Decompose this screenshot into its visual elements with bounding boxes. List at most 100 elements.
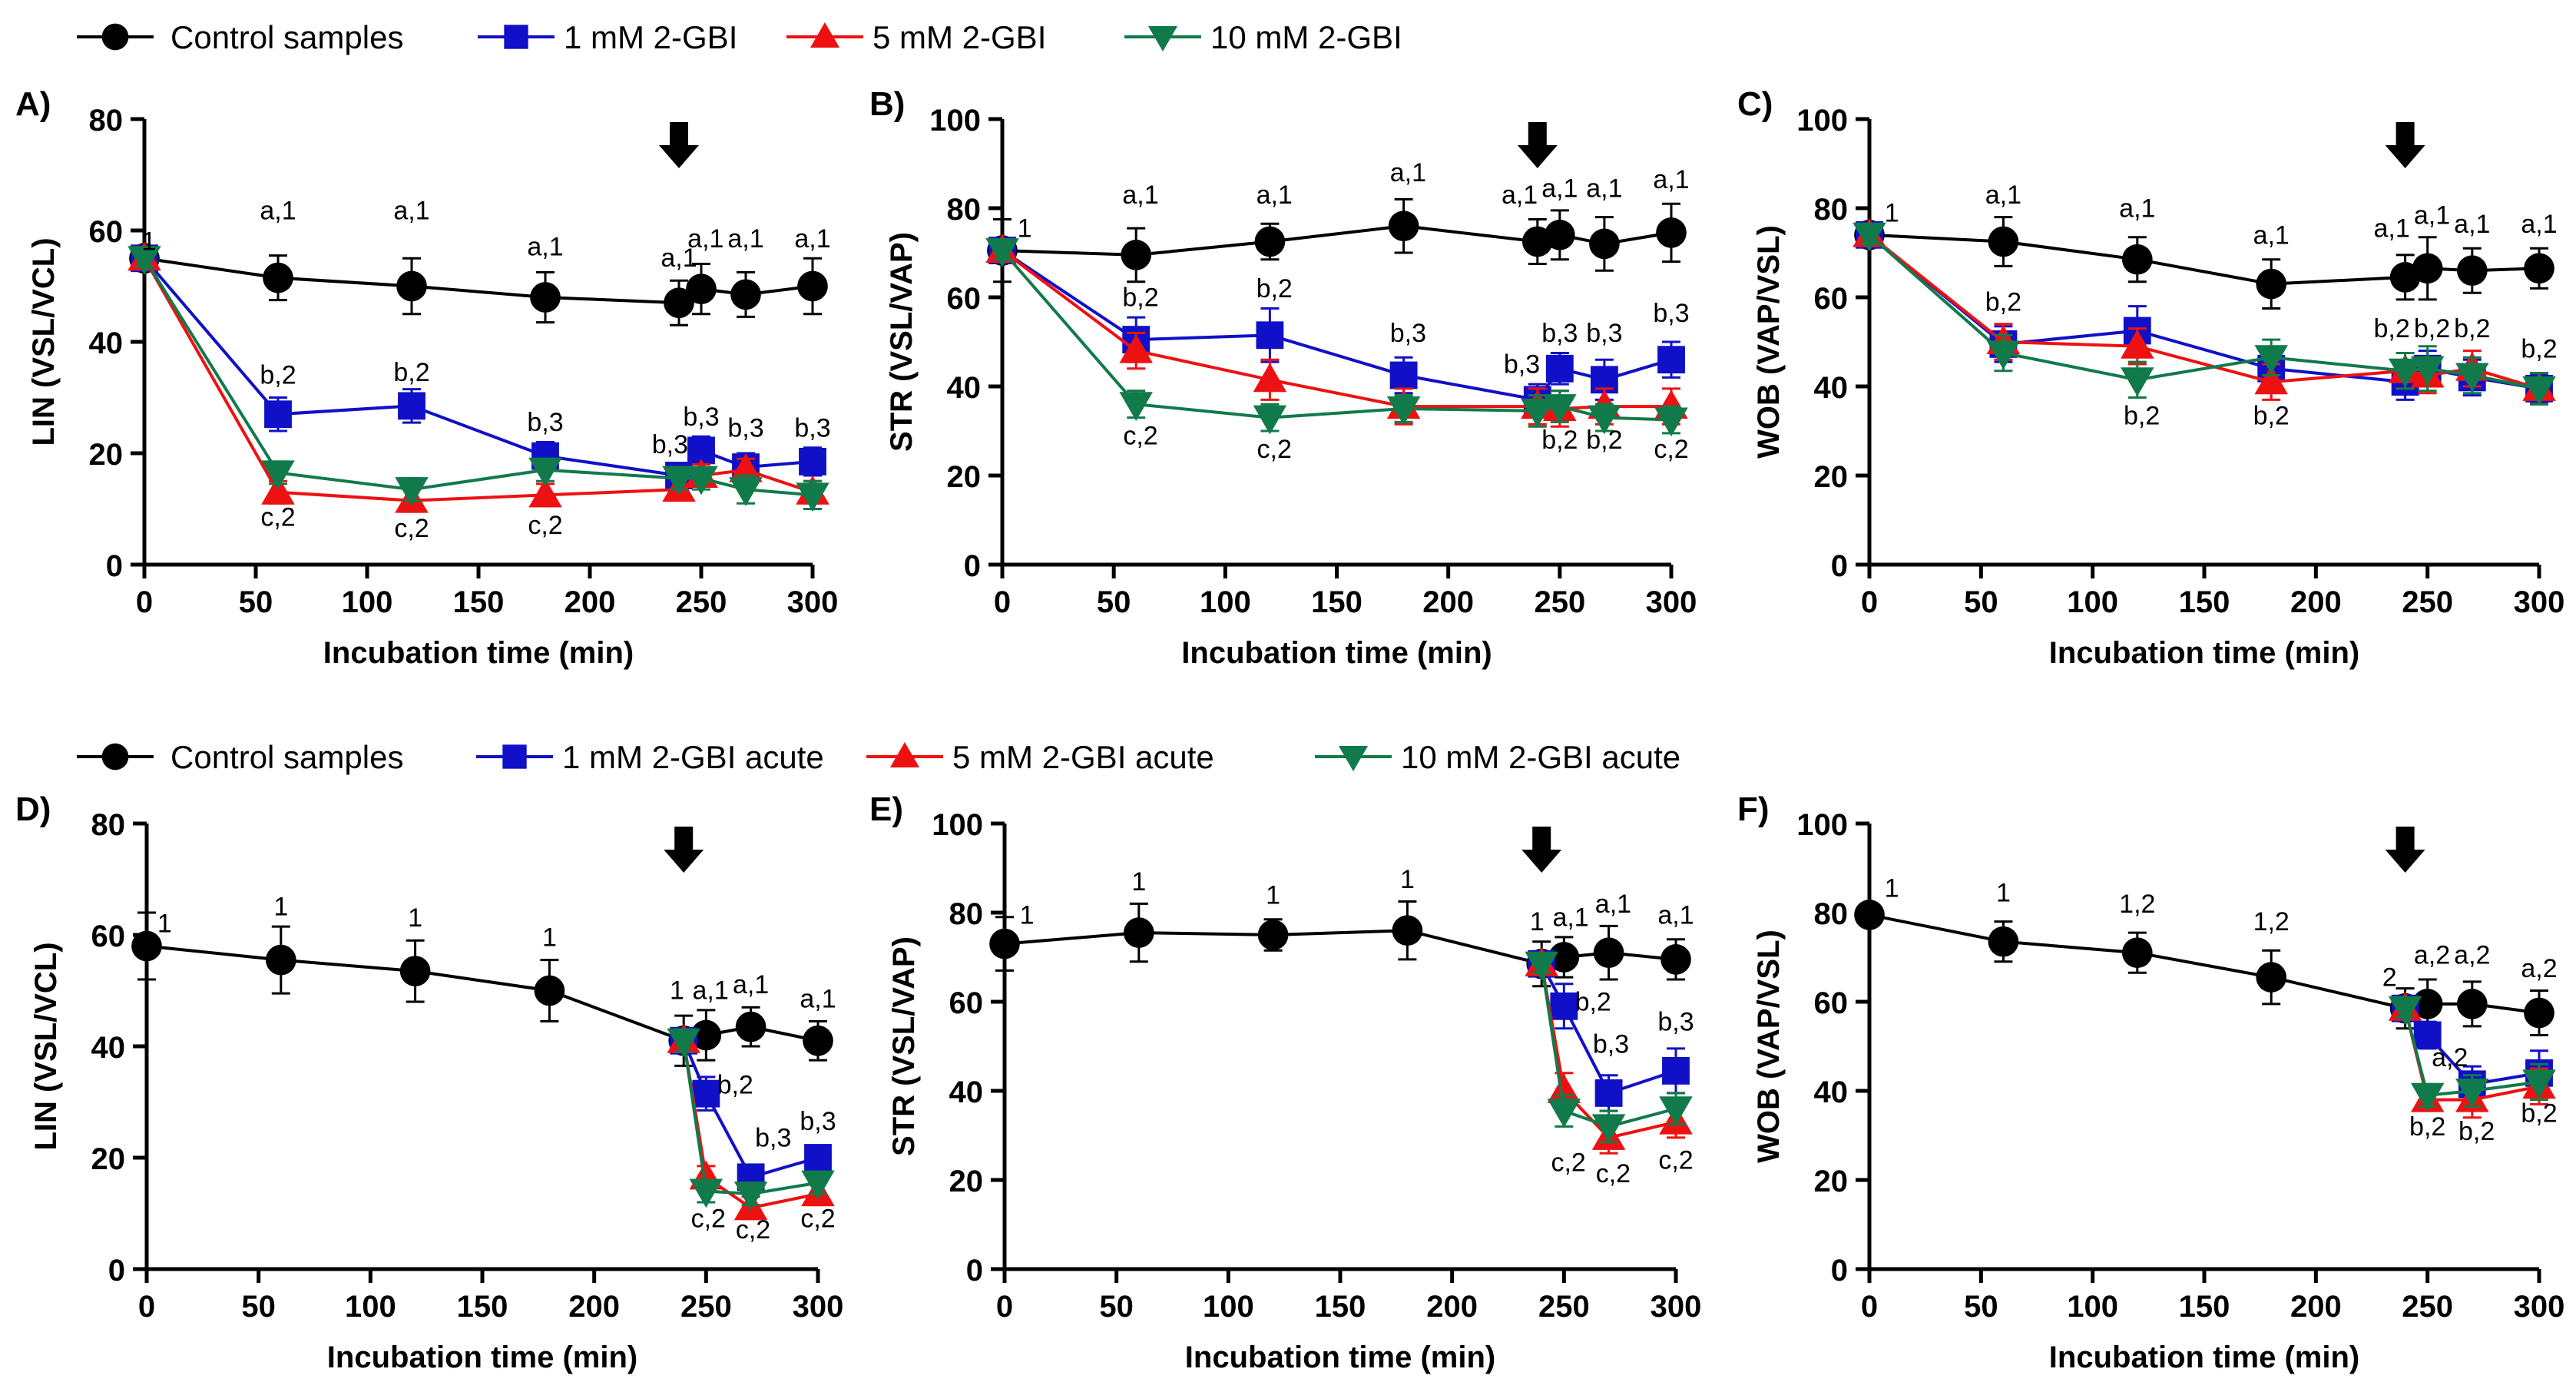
panel-d-arrow-icon (664, 827, 704, 873)
panel-a-y-tick-label: 0 (106, 549, 123, 583)
panel-e-annotation: 1 (1266, 880, 1280, 910)
panel-e-series-10-mm-2-gbi-acute-line (1540, 963, 1677, 1129)
panel-c-series-control-samples-point (2412, 253, 2443, 284)
panel-a-annotation: b,3 (652, 430, 688, 459)
panel-d-annotation: b,2 (717, 1071, 753, 1100)
panel-c-series-control-samples-point (2524, 253, 2554, 284)
panel-c-series-10-mm-2-gbi-point (1986, 340, 2021, 370)
panel-e-annotation: a,1 (1595, 890, 1631, 919)
panel-a-x-tick-label: 300 (787, 585, 839, 619)
panel-d-annotation: b,3 (755, 1124, 791, 1153)
panel-d-series-1-mm-2-gbi-acute-line (682, 1039, 819, 1179)
panel-b-series-5-mm-2-gbi (985, 234, 1688, 428)
panel-b-annotation: a,1 (1257, 181, 1293, 210)
panel-a-y-tick-label: 80 (89, 104, 124, 138)
panel-c-series-10-mm-2-gbi-point (2522, 376, 2556, 406)
panel-d-series-10-mm-2-gbi-acute (667, 1028, 835, 1211)
panel-b-series-10-mm-2-gbi-point (1543, 394, 1577, 423)
panel-d-series-1-mm-2-gbi-acute-point (692, 1079, 720, 1108)
panel-d-x-tick-label: 300 (793, 1290, 844, 1324)
legend-top-entry-5mm (786, 22, 863, 48)
panel-d-x-tick-label: 50 (241, 1290, 276, 1324)
panel-c: C) 0 20 40 60 80 100 0 50 100 150 200 250 300 Incubati… (1737, 85, 2564, 670)
panel-a-series-control-samples-point (664, 287, 694, 319)
legend-top-entry-10mm-marker (1147, 26, 1178, 52)
panel-b-annotation: b,2 (1586, 426, 1622, 455)
panel-c-annotation: b,2 (2124, 401, 2160, 430)
panel-f-y-tick-label: 60 (1814, 986, 1849, 1020)
panel-e-x-tick-label: 100 (1203, 1290, 1254, 1324)
panel-d-y-tick-label: 20 (91, 1142, 126, 1176)
panel-b-annotation: c,2 (1123, 421, 1157, 450)
panel-f-annotation: b,2 (2458, 1117, 2495, 1146)
panel-a-annotation: 1 (141, 227, 156, 256)
panel-e-annotation: c,2 (1551, 1148, 1585, 1177)
panel-c-annotation: a,1 (2521, 210, 2557, 239)
panel-b-annotation: a,1 (1653, 165, 1689, 194)
legend-top-entry-5mm-marker (810, 22, 840, 48)
panel-e-x-tick-label: 50 (1099, 1290, 1134, 1324)
panel-b-annotation: a,1 (1122, 181, 1158, 210)
panel-f-annotation: a,2 (2454, 941, 2490, 970)
panel-f-series-10-mm-2-gbi-acute-line (2403, 1008, 2540, 1097)
panel-a-annotation: b,2 (260, 360, 296, 389)
panel-c-series-control-samples-point (2456, 255, 2488, 287)
legend-bottom-entry-1mm (476, 744, 553, 769)
panel-d-series-10-mm-2-gbi-acute-line (682, 1040, 819, 1196)
panel-a-series-control-samples-point (396, 270, 427, 302)
panel-d: D) 0 20 40 60 80 0 50 100 150 200 250 300 Incubation … (15, 790, 843, 1374)
panel-b-series-control-samples-point (1656, 217, 1687, 248)
panel-e-x-tick-label: 200 (1426, 1290, 1478, 1324)
panel-b-x-tick-label: 100 (1200, 585, 1251, 619)
panel-f-y-tick-label: 100 (1796, 808, 1848, 842)
panel-e-x-axis-label: Incubation time (min) (1185, 1341, 1495, 1374)
panel-d-y-tick-label: 0 (108, 1254, 125, 1288)
panel-b-annotation: c,2 (1654, 435, 1688, 464)
panel-b-series-control-samples-point (1121, 240, 1152, 270)
panel-f-annotation: 1,2 (2119, 890, 2155, 919)
panel-b-series-10-mm-2-gbi-point (1521, 398, 1555, 428)
panel-b-y-tick-label: 20 (947, 460, 982, 494)
panel-b-series-1-mm-2-gbi (988, 237, 1685, 417)
panel-b-series-10-mm-2-gbi-point (1386, 396, 1421, 426)
panel-a-annotation: b,2 (393, 358, 429, 387)
panel-c-series-control-samples-point (2121, 244, 2153, 275)
panel-a-annotation: a,1 (260, 197, 296, 226)
panel-b-annotation: a,1 (1586, 174, 1622, 204)
panel-c-annotation: a,1 (2119, 194, 2155, 224)
panel-f-x-tick-label: 300 (2514, 1290, 2565, 1324)
panel-c-series-10-mm-2-gbi-point (1853, 222, 1886, 252)
panel-a-series-control-samples-point (686, 273, 717, 304)
panel-a-x-tick-label: 50 (239, 585, 273, 619)
panel-b-x-axis-label: Incubation time (min) (1181, 636, 1492, 670)
legend-top-label-control: Control samples (171, 19, 403, 55)
panel-e-annotation: 1 (1131, 867, 1146, 897)
panel-a-series-5-mm-2-gbi-point (528, 478, 562, 508)
panel-c-annotation: a,1 (2454, 210, 2490, 239)
panel-c-x-axis-label: Incubation time (min) (2049, 636, 2359, 670)
panel-d-annotation: a,1 (733, 970, 769, 999)
panel-f: F) 0 20 40 60 80 100 0 50 100 150 200 250 300 Incubati… (1737, 790, 2564, 1374)
panel-d-y-tick-label: 40 (91, 1031, 126, 1065)
panel-a-annotation: b,3 (727, 413, 763, 442)
panel-d-x-axis-label: Incubation time (min) (327, 1341, 637, 1374)
panel-a-series-1-mm-2-gbi (131, 244, 826, 489)
panel-c-series-5-mm-2-gbi-point (2121, 330, 2154, 359)
panel-a-series-10-mm-2-gbi-point (395, 477, 429, 506)
panel-c-annotation: a,1 (2253, 220, 2290, 250)
panel-c-x-tick-label: 250 (2402, 585, 2453, 619)
panel-b-series-10-mm-2-gbi-point (1654, 407, 1688, 437)
legend-bottom-entry-1mm-marker (502, 744, 527, 769)
panel-b-x-tick-label: 0 (994, 585, 1011, 619)
panel-e-annotation: 1 (1020, 901, 1035, 930)
panel-c-series-1-mm-2-gbi (1856, 220, 2553, 403)
panel-b-label: B) (869, 85, 905, 123)
panel-a-series-10-mm-2-gbi-point (662, 466, 696, 495)
panel-f-series-control-samples-point (1988, 926, 2019, 957)
panel-f-annotation: a,2 (2432, 1043, 2468, 1072)
legend-top-entry-control-marker (101, 23, 129, 51)
panel-c-x-tick-label: 50 (1964, 585, 1998, 619)
panel-e-series-control-samples-point (1593, 937, 1624, 969)
panel-c-x-tick-label: 150 (2179, 585, 2230, 619)
panel-b-y-tick-label: 80 (947, 193, 982, 227)
